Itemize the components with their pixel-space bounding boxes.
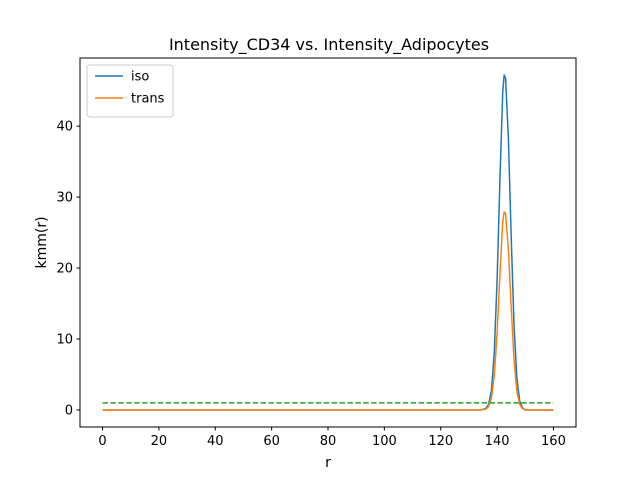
y-tick-label: 0 bbox=[65, 403, 73, 418]
x-tick-label: 40 bbox=[207, 434, 224, 449]
chart-title: Intensity_CD34 vs. Intensity_Adipocytes bbox=[169, 35, 489, 55]
x-tick-label: 0 bbox=[98, 434, 106, 449]
x-tick-label: 160 bbox=[541, 434, 566, 449]
y-tick-label: 10 bbox=[56, 333, 73, 348]
series-line-iso bbox=[102, 74, 554, 411]
x-axis-label: r bbox=[325, 455, 331, 471]
y-tick-label: 40 bbox=[56, 120, 73, 135]
y-tick-label: 30 bbox=[56, 191, 73, 206]
x-axis-ticks: 0 20 40 60 80 100 120 140 160 bbox=[98, 427, 566, 449]
x-tick-label: 60 bbox=[263, 434, 280, 449]
x-tick-label: 20 bbox=[151, 434, 168, 449]
series-line-trans bbox=[102, 211, 554, 411]
plot-layer bbox=[102, 74, 554, 411]
y-axis-label: kmm(r) bbox=[34, 216, 50, 268]
x-tick-label: 80 bbox=[320, 434, 337, 449]
x-tick-label: 120 bbox=[428, 434, 453, 449]
y-axis-ticks: 0 10 20 30 40 bbox=[56, 120, 80, 418]
legend-label-iso: iso bbox=[131, 70, 149, 85]
x-tick-label: 100 bbox=[372, 434, 397, 449]
legend-label-trans: trans bbox=[131, 92, 165, 107]
y-tick-label: 20 bbox=[56, 262, 73, 277]
legend: iso trans bbox=[86, 64, 174, 118]
legend-box bbox=[86, 64, 174, 118]
x-tick-label: 140 bbox=[485, 434, 510, 449]
